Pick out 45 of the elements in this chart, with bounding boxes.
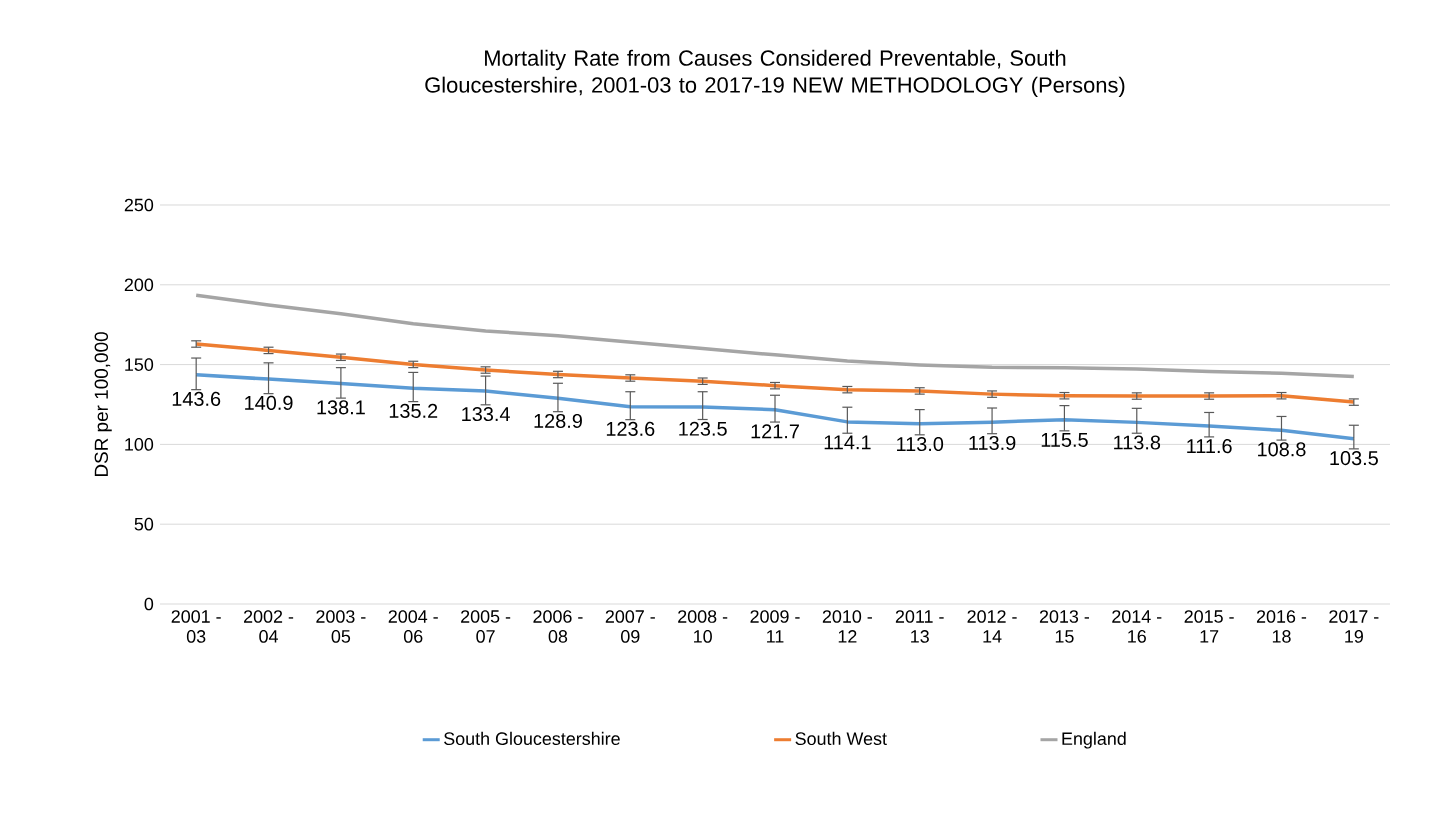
x-tick-label: 2006 - 08 [533, 610, 583, 643]
data-label: 133.4 [462, 407, 510, 422]
x-tick-label: 2015 - 17 [1184, 610, 1234, 643]
x-tick-label: 2002 - 04 [244, 610, 294, 643]
y-tick-label: 250 [124, 198, 154, 212]
y-tick-label: 150 [125, 358, 154, 371]
y-tick-label: 100 [125, 438, 154, 451]
x-tick-label: 2008 - 10 [678, 610, 728, 643]
y-tick-label: 0 [144, 597, 154, 611]
data-label: 138.1 [317, 400, 365, 415]
x-tick-label: 2017 - 19 [1329, 610, 1379, 643]
x-tick-label: 2010 - 12 [822, 610, 872, 643]
x-tick-label: 2003 - 05 [316, 610, 366, 643]
data-label: 113.8 [1114, 435, 1161, 450]
data-label: 113.9 [969, 435, 1016, 450]
legend-label: South West [795, 731, 887, 746]
x-tick-label: 2014 - 16 [1112, 610, 1162, 643]
x-tick-label: 2013 - 15 [1039, 610, 1090, 643]
x-tick-label: 2016 - 18 [1256, 610, 1307, 643]
data-label: 114.1 [824, 435, 871, 450]
x-tick-label: 2001 - 03 [171, 610, 221, 643]
x-tick-label: 2004 - 06 [388, 610, 438, 643]
data-label: 140.9 [245, 395, 293, 410]
data-label: 103.5 [1330, 451, 1378, 466]
data-label: 135.2 [389, 403, 438, 418]
data-label: 108.8 [1258, 442, 1306, 457]
data-label: 111.6 [1187, 439, 1232, 454]
data-label: 121.7 [751, 424, 799, 439]
data-label: 115.5 [1041, 433, 1088, 447]
y-axis-title: DSR per 100,000 [94, 332, 112, 477]
data-label: 143.6 [172, 391, 221, 406]
x-tick-label: 2005 - 07 [461, 610, 511, 643]
legend-label: South Gloucestershire [444, 731, 620, 746]
data-label: 128.9 [534, 413, 582, 428]
y-tick-label: 50 [134, 517, 154, 531]
x-tick-label: 2012 - 14 [967, 610, 1017, 643]
data-label: 113.0 [897, 437, 944, 452]
legend-label: England [1062, 731, 1126, 749]
y-tick-label: 200 [124, 278, 154, 292]
chart-title: Mortality Rate from Causes Considered Preventable, South Gloucestershire, 2001-03 to 2017-19 NEW METHODOLOGY (Persons) [425, 49, 1125, 98]
data-label: 123.6 [606, 421, 655, 436]
x-tick-label: 2011 - 13 [895, 610, 944, 643]
x-tick-label: 2007 - 09 [605, 610, 655, 643]
x-tick-label: 2009 - 11 [750, 610, 800, 643]
data-label: 123.5 [679, 421, 727, 436]
